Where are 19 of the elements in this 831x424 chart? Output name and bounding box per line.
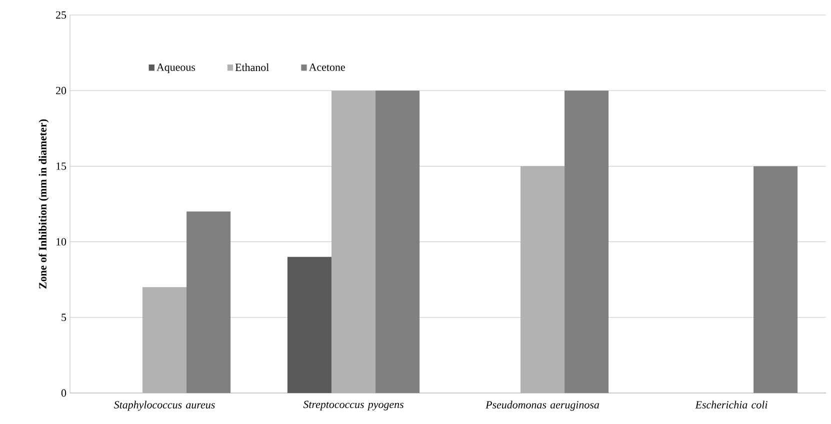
x-tick-label: Pseudomonas aeruginosa bbox=[486, 400, 600, 411]
x-tick-label: Staphylococcus aureus bbox=[114, 400, 215, 411]
y-tick-label: 15 bbox=[56, 162, 66, 170]
bar bbox=[564, 90, 609, 393]
y-axis-title: Zone of Inhibition (mm in diameter) bbox=[38, 119, 49, 289]
legend-label: Ethanol bbox=[235, 63, 269, 72]
y-tick-label: 0 bbox=[61, 389, 66, 397]
legend-label: Aqueous bbox=[156, 64, 196, 74]
legend-label: Acetone bbox=[308, 64, 345, 71]
y-tick-label: 25 bbox=[56, 11, 66, 19]
bar bbox=[287, 256, 332, 393]
x-tick-label: Escherichia coli bbox=[695, 400, 768, 408]
x-tick-label: Streptococcus pyogens bbox=[303, 400, 404, 410]
y-tick-label: 20 bbox=[56, 86, 66, 94]
bar bbox=[376, 90, 420, 393]
y-tick-label: 10 bbox=[56, 238, 66, 246]
y-tick-label: 5 bbox=[62, 314, 66, 322]
bar bbox=[186, 212, 231, 393]
bar bbox=[754, 166, 798, 393]
